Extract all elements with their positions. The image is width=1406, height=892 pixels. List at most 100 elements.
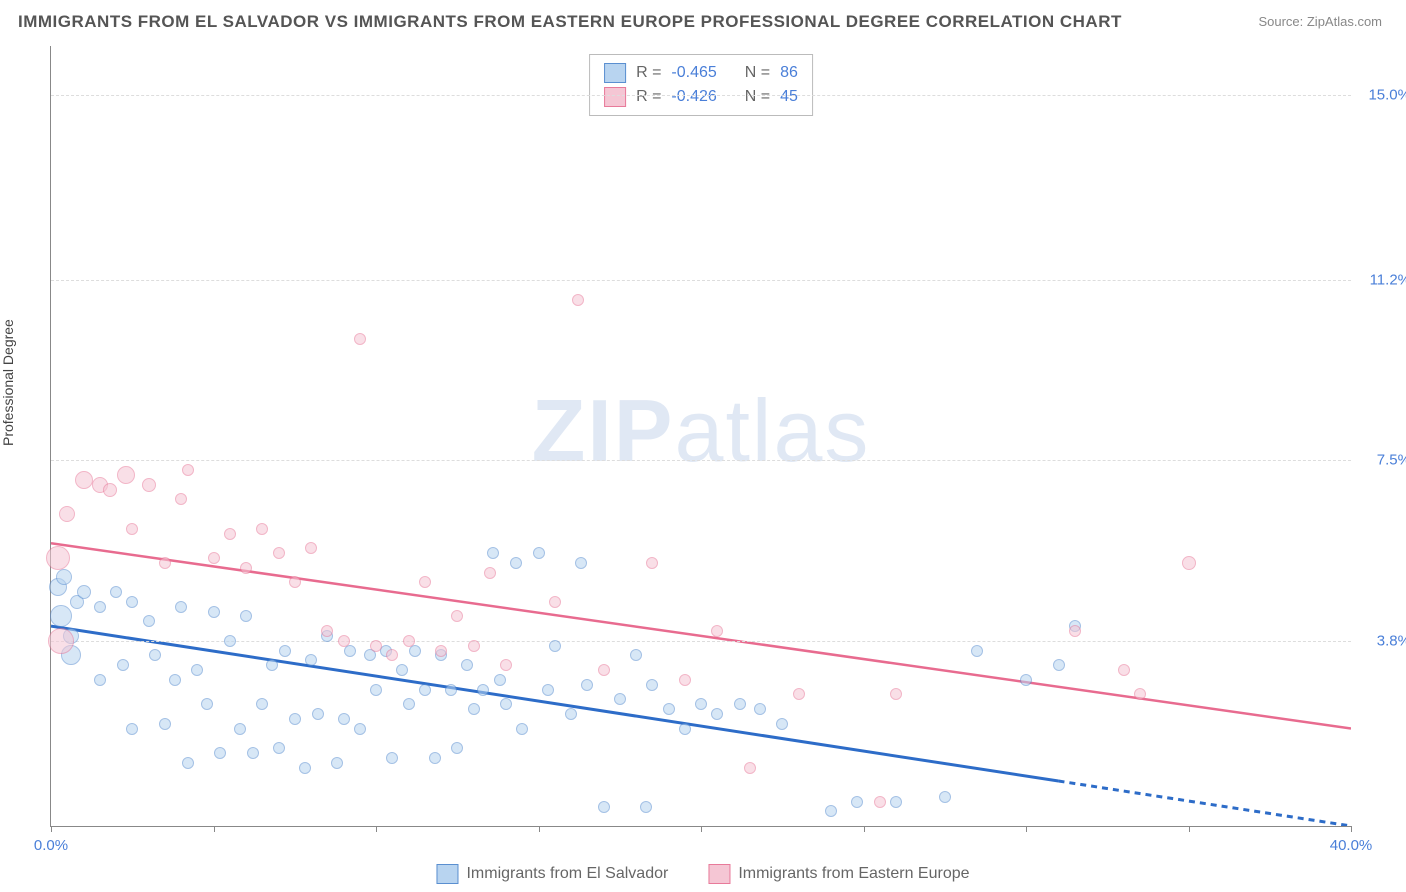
data-point-series-0 [56,569,72,585]
data-point-series-0 [409,645,421,657]
source-attribution: Source: ZipAtlas.com [1258,14,1382,29]
data-point-series-0 [516,723,528,735]
data-point-series-1 [289,576,301,588]
data-point-series-1 [435,645,447,657]
data-point-series-1 [451,610,463,622]
x-tick [1351,826,1352,832]
data-point-series-1 [1118,664,1130,676]
data-point-series-1 [159,557,171,569]
gridline [51,641,1351,642]
data-point-series-0 [273,742,285,754]
data-point-series-1 [175,493,187,505]
data-point-series-0 [201,698,213,710]
data-point-series-0 [630,649,642,661]
watermark: ZIPatlas [532,380,871,482]
data-point-series-0 [825,805,837,817]
legend-swatch-0 [436,864,458,884]
data-point-series-0 [419,684,431,696]
data-point-series-1 [126,523,138,535]
data-point-series-0 [851,796,863,808]
data-point-series-1 [484,567,496,579]
bottom-legend: Immigrants from El Salvador Immigrants f… [436,864,969,884]
data-point-series-0 [126,723,138,735]
data-point-series-0 [663,703,675,715]
legend-label-1: Immigrants from Eastern Europe [738,865,969,883]
data-point-series-0 [77,585,91,599]
data-point-series-0 [159,718,171,730]
data-point-series-1 [59,506,75,522]
data-point-series-0 [971,645,983,657]
data-point-series-0 [126,596,138,608]
data-point-series-0 [94,674,106,686]
data-point-series-0 [247,747,259,759]
data-point-series-0 [344,645,356,657]
data-point-series-0 [370,684,382,696]
data-point-series-0 [191,664,203,676]
data-point-series-1 [182,464,194,476]
data-point-series-0 [695,698,707,710]
data-point-series-0 [149,649,161,661]
x-tick [701,826,702,832]
data-point-series-0 [312,708,324,720]
x-tick [1026,826,1027,832]
data-point-series-1 [744,762,756,774]
x-tick [376,826,377,832]
data-point-series-0 [175,601,187,613]
data-point-series-0 [754,703,766,715]
data-point-series-1 [549,596,561,608]
data-point-series-1 [1182,556,1196,570]
data-point-series-0 [429,752,441,764]
data-point-series-1 [240,562,252,574]
data-point-series-0 [117,659,129,671]
data-point-series-0 [565,708,577,720]
data-point-series-1 [646,557,658,569]
data-point-series-1 [890,688,902,700]
x-tick [51,826,52,832]
data-point-series-0 [234,723,246,735]
gridline [51,460,1351,461]
data-point-series-0 [266,659,278,671]
gridline [51,280,1351,281]
data-point-series-1 [338,635,350,647]
data-point-series-1 [142,478,156,492]
x-tick-label: 0.0% [34,837,68,854]
data-point-series-0 [94,601,106,613]
chart-title: IMMIGRANTS FROM EL SALVADOR VS IMMIGRANT… [18,12,1122,32]
gridline [51,95,1351,96]
data-point-series-0 [386,752,398,764]
data-point-series-0 [776,718,788,730]
data-point-series-1 [208,552,220,564]
data-point-series-0 [640,801,652,813]
data-point-series-1 [1134,688,1146,700]
data-point-series-0 [1053,659,1065,671]
data-point-series-0 [451,742,463,754]
data-point-series-0 [50,605,72,627]
data-point-series-0 [734,698,746,710]
x-tick [214,826,215,832]
data-point-series-1 [468,640,480,652]
data-point-series-1 [48,628,74,654]
data-point-series-0 [1020,674,1032,686]
data-point-series-1 [370,640,382,652]
data-point-series-1 [321,625,333,637]
stats-row-series-1: R = -0.426 N = 45 [604,85,798,109]
x-tick [864,826,865,832]
stats-legend: R = -0.465 N = 86 R = -0.426 N = 45 [589,54,813,116]
legend-label-0: Immigrants from El Salvador [466,865,668,883]
x-tick [1189,826,1190,832]
data-point-series-0 [305,654,317,666]
data-point-series-1 [386,649,398,661]
data-point-series-0 [477,684,489,696]
data-point-series-0 [711,708,723,720]
data-point-series-1 [419,576,431,588]
data-point-series-1 [256,523,268,535]
data-point-series-1 [598,664,610,676]
data-point-series-1 [874,796,886,808]
scatter-plot-area: ZIPatlas R = -0.465 N = 86 R = -0.426 N … [50,46,1351,827]
swatch-series-1 [604,87,626,107]
data-point-series-0 [338,713,350,725]
data-point-series-0 [279,645,291,657]
data-point-series-0 [143,615,155,627]
data-point-series-1 [273,547,285,559]
data-point-series-0 [169,674,181,686]
